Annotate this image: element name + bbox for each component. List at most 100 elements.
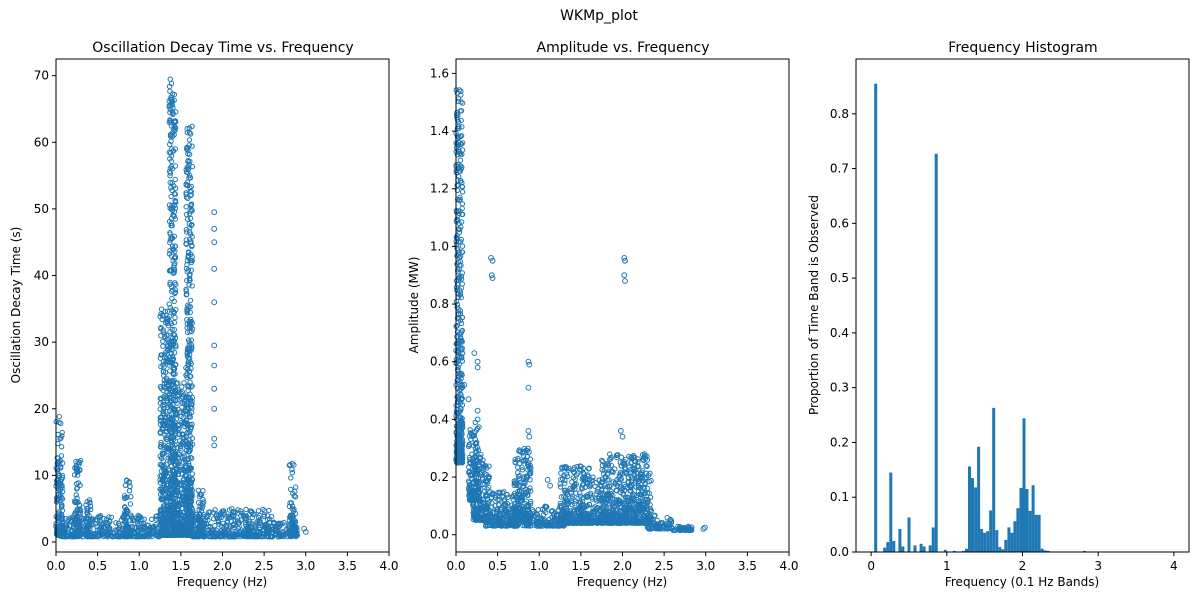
decay-time-scatter-point [73, 492, 79, 498]
decay-time-scatter-point [172, 332, 178, 338]
amplitude-scatter-point [545, 521, 551, 527]
decay-time-scatter-point [167, 239, 173, 246]
amplitude-scatter-point [525, 515, 532, 521]
amplitude-scatter-point [573, 515, 579, 521]
amplitude-scatter-point [457, 308, 464, 314]
decay-time-scatter-point [183, 204, 189, 210]
amplitude-scatter-point [514, 502, 521, 508]
decay-time-scatter-point [169, 432, 176, 439]
amplitude-scatter-point [502, 501, 509, 507]
amplitude-scatter-point [470, 501, 477, 507]
decay-time-scatter-point [187, 397, 194, 404]
decay-time-scatter-point [189, 455, 195, 461]
decay-time-scatter-point [257, 519, 263, 525]
decay-time-scatter-point [187, 237, 193, 243]
decay-time-scatter-point [293, 484, 299, 490]
decay-time-scatter-point [183, 395, 189, 401]
decay-time-scatter-point [185, 404, 191, 411]
decay-time-scatter-point [159, 489, 165, 495]
decay-time-scatter-point [184, 144, 190, 151]
decay-time-scatter-point [167, 76, 173, 82]
decay-time-scatter-point [179, 389, 186, 395]
amplitude-scatter-point [469, 433, 476, 440]
amplitude-scatter-point [529, 507, 536, 513]
amplitude-scatter-point [541, 507, 548, 513]
amplitude-scatter-point [458, 273, 465, 279]
amplitude-scatter-point [456, 150, 463, 156]
decay-time-scatter-point [174, 497, 181, 503]
decay-time-scatter-point [72, 512, 78, 518]
amplitude-scatter-point [557, 518, 564, 524]
decay-time-scatter-point [196, 524, 203, 530]
decay-time-scatter-point [137, 527, 144, 533]
decay-time-scatter-point [71, 472, 78, 478]
amplitude-scatter-point [478, 505, 484, 511]
decay-time-scatter-point [167, 500, 174, 506]
amplitude-scatter-point [647, 502, 653, 508]
decay-time-scatter-point [167, 109, 173, 116]
amplitude-scatter-point [454, 133, 460, 139]
amplitude-scatter-point [586, 465, 592, 471]
amplitude-scatter-point [562, 519, 569, 526]
decay-time-scatter-point [122, 532, 129, 538]
decay-time-scatter-point [189, 242, 195, 249]
amplitude-scatter-point [456, 197, 462, 204]
amplitude-scatter-point [497, 511, 503, 517]
decay-time-scatter-point [187, 208, 193, 214]
amplitude-scatter-point [607, 483, 613, 490]
decay-time-scatter-point [78, 528, 84, 535]
amplitude-scatter-point [533, 511, 539, 517]
decay-time-scatter-point [124, 507, 130, 513]
amplitude-scatter-point [457, 459, 463, 465]
decay-time-scatter-point [133, 534, 139, 540]
decay-time-scatter-point [104, 520, 110, 526]
decay-time-scatter-point [187, 319, 194, 326]
amplitude-scatter-point [542, 517, 548, 523]
decay-time-scatter-point [177, 482, 184, 488]
amplitude-scatter-point [478, 451, 484, 458]
amplitude-scatter-point [473, 509, 480, 515]
decay-time-scatter-point [171, 319, 178, 326]
decay-time-scatter-point [260, 506, 266, 513]
amplitude-scatter-point [458, 372, 464, 378]
amplitude-scatter-point [527, 523, 533, 529]
amplitude-scatter-point [499, 490, 506, 496]
amplitude-scatter-point [520, 522, 526, 529]
decay-time-scatter-point [184, 480, 190, 486]
decay-time-scatter-point [200, 512, 207, 518]
amplitude-scatter-point [490, 492, 496, 498]
decay-time-scatter-point [168, 215, 175, 222]
decay-time-scatter-point [59, 474, 66, 481]
decay-time-scatter-point [211, 435, 218, 442]
amplitude-scatter-point [472, 429, 478, 435]
amplitude-scatter-point [511, 478, 517, 484]
amplitude-scatter-point [540, 512, 547, 518]
amplitude-scatter-point [457, 133, 464, 140]
decay-time-scatter-point [183, 365, 189, 371]
decay-time-scatter-point [158, 455, 165, 461]
decay-time-scatter-point [101, 526, 107, 532]
decay-time-scatter-point [184, 523, 191, 529]
decay-time-scatter-point [171, 269, 177, 276]
decay-time-scatter-point [168, 138, 174, 144]
amplitude-scatter-point [519, 464, 525, 470]
decay-time-scatter-point [173, 465, 180, 472]
decay-time-scatter-point [173, 342, 179, 348]
decay-time-scatter-point [149, 516, 155, 522]
decay-time-point-cluster [183, 123, 196, 538]
decay-time-scatter-point [160, 488, 167, 494]
decay-time-scatter-point [187, 277, 193, 283]
amplitude-scatter-point [458, 354, 465, 360]
decay-time-scatter-point [115, 526, 122, 532]
amplitude-scatter-point [568, 490, 574, 496]
decay-time-scatter-point [158, 418, 164, 424]
decay-time-scatter-point [172, 118, 179, 125]
decay-time-scatter-point [73, 498, 80, 505]
decay-time-scatter-point [211, 266, 218, 272]
amplitude-point-cluster [453, 87, 466, 466]
decay-time-scatter-point [186, 221, 193, 227]
decay-time-scatter-point [59, 472, 65, 479]
amplitude-scatter-point [521, 483, 527, 490]
amplitude-scatter-point [588, 517, 594, 524]
